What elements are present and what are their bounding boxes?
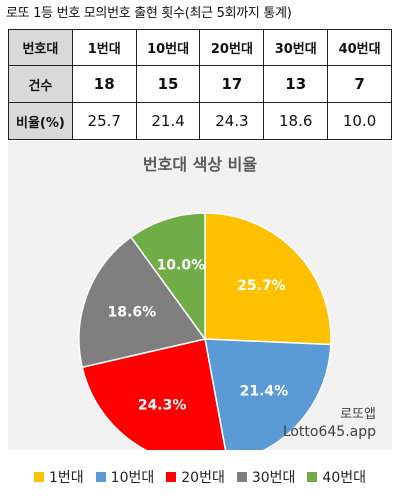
row-label-ratio: 비율(%) (8, 102, 73, 140)
header-cell: 40번대 (327, 29, 392, 66)
legend-swatch (34, 472, 44, 482)
count-cell: 18 (71, 65, 137, 103)
stats-table: 번호대 1번대 10번대 20번대 30번대 40번대 건수 18 15 17 … (8, 29, 392, 140)
legend-label: 10번대 (110, 470, 155, 486)
legend-item: 20번대 (166, 467, 225, 487)
header-cell: 20번대 (199, 29, 265, 66)
count-cell: 15 (135, 65, 201, 103)
pie-slice (204, 338, 332, 450)
legend-item: 1번대 (34, 467, 84, 487)
header-cell: 10번대 (135, 29, 201, 66)
ratio-cell: 18.6 (263, 102, 329, 140)
count-cell: 17 (199, 65, 265, 103)
legend-swatch (95, 472, 106, 482)
legend-item: 30번대 (236, 467, 296, 487)
count-cell: 13 (263, 65, 329, 103)
slice-data-label: 10.0% (157, 258, 206, 274)
watermark-url: Lotto645.app (282, 424, 376, 440)
table-header-row: 번호대 1번대 10번대 20번대 30번대 40번대 (8, 29, 392, 66)
table-row-ratio: 비율(%) 25.7 21.4 24.3 18.6 10.0 (8, 102, 392, 140)
watermark-app-name: 로또앱 (340, 407, 376, 422)
ratio-cell: 21.4 (135, 102, 201, 140)
legend-label: 30번대 (251, 470, 296, 486)
chart-title: 번호대 색상 비율 (142, 155, 258, 174)
header-cell: 번호대 (8, 29, 73, 66)
page-caption: 로또 1등 번호 모의번호 출현 횟수(최근 5회까지 통계) (6, 6, 292, 21)
legend-label: 20번대 (181, 470, 225, 486)
pie-slice (81, 338, 227, 450)
header-cell: 30번대 (263, 29, 329, 66)
chart-legend: 1번대 10번대 20번대 30번대 40번대 (8, 458, 392, 496)
legend-swatch (236, 472, 247, 482)
legend-swatch (166, 472, 177, 482)
legend-item: 40번대 (307, 467, 366, 487)
pie-slice (78, 236, 207, 369)
ratio-cell: 24.3 (199, 102, 265, 140)
legend-swatch (307, 472, 318, 482)
row-label-count: 건수 (8, 65, 73, 103)
legend-label: 40번대 (322, 470, 366, 486)
slice-data-label: 24.3% (138, 397, 187, 413)
legend-item: 10번대 (95, 467, 155, 487)
header-cell: 1번대 (71, 29, 137, 66)
ratio-cell: 10.0 (327, 102, 392, 140)
legend-label: 1번대 (49, 470, 84, 486)
slice-data-label: 21.4% (240, 383, 289, 399)
pie-chart: 25.7% 21.4% 24.3% 18.6% 10.0% (78, 212, 332, 450)
pie-slice (204, 212, 332, 346)
pie-slice (129, 212, 206, 342)
ratio-cell: 25.7 (71, 102, 137, 140)
slice-data-label: 18.6% (108, 305, 157, 321)
chart-area: 번호대 색상 비율 25.7% 21.4% 24.3% 18.6% 10.0% 로또앱 … (8, 141, 392, 450)
table-row-count: 건수 18 15 17 13 7 (8, 65, 392, 103)
count-cell: 7 (327, 65, 392, 103)
slice-data-label: 25.7% (237, 278, 286, 294)
